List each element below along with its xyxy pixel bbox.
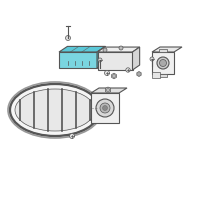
Circle shape (98, 58, 102, 62)
Circle shape (104, 71, 110, 75)
Polygon shape (98, 52, 132, 70)
Circle shape (138, 73, 140, 75)
Polygon shape (59, 46, 105, 52)
Polygon shape (137, 72, 141, 76)
Polygon shape (98, 47, 140, 52)
Polygon shape (159, 49, 167, 52)
Polygon shape (91, 88, 127, 93)
Polygon shape (91, 93, 119, 123)
Circle shape (106, 88, 110, 92)
Circle shape (119, 46, 123, 50)
Circle shape (113, 75, 115, 77)
Polygon shape (105, 87, 111, 93)
Circle shape (96, 99, 114, 117)
Polygon shape (132, 47, 140, 70)
Circle shape (157, 57, 169, 69)
Circle shape (160, 60, 166, 66)
Polygon shape (152, 72, 160, 78)
Ellipse shape (10, 84, 100, 136)
Circle shape (103, 48, 107, 52)
Polygon shape (97, 46, 105, 68)
Polygon shape (152, 47, 182, 52)
Circle shape (102, 106, 108, 110)
Circle shape (66, 36, 70, 40)
Polygon shape (159, 74, 167, 77)
Polygon shape (112, 73, 116, 79)
Circle shape (70, 134, 74, 138)
Circle shape (126, 68, 130, 72)
Circle shape (150, 57, 154, 61)
Polygon shape (59, 52, 97, 68)
Ellipse shape (15, 89, 95, 131)
Polygon shape (152, 52, 174, 74)
Circle shape (100, 103, 110, 113)
